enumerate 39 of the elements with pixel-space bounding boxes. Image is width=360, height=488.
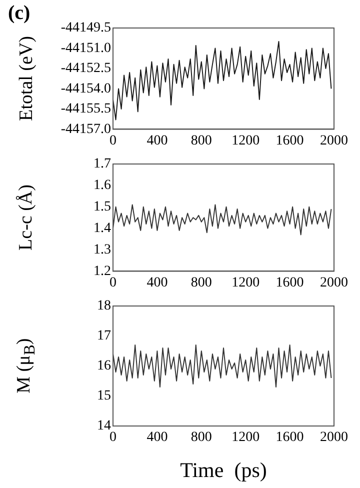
y-axis-title: Etotal (eV) [15, 36, 36, 122]
x-tick-label: 1200 [232, 430, 260, 446]
y-tick-label: 15 [97, 388, 111, 404]
y-tick-label: -44157.0 [60, 122, 111, 137]
y-tick-label: -44155.5 [60, 102, 111, 117]
x-tick-label: 800 [190, 133, 212, 148]
x-tick-label: 1200 [232, 133, 260, 148]
chart-title: (c) [8, 2, 30, 24]
x-tick-label: 2000 [320, 133, 348, 148]
x-tick-label: 800 [190, 275, 212, 290]
x-tick-label: 2000 [320, 430, 348, 446]
y-tick-label: 1.6 [94, 178, 111, 194]
x-tick-label: 1200 [232, 275, 260, 290]
x-axis-title: Time (ps) [180, 458, 267, 482]
x-tick-label: 0 [110, 133, 116, 148]
x-tick-label: 400 [146, 430, 168, 446]
y-tick-label: 1.2 [94, 264, 111, 279]
x-tick-label: 1600 [276, 430, 304, 446]
y-tick-label: -44151.0 [60, 40, 111, 56]
x-tick-label: 1600 [276, 275, 304, 290]
x-tick-label: 1600 [276, 133, 304, 148]
y-tick-label: 17 [97, 328, 111, 344]
x-tick-label: 0 [110, 275, 116, 290]
y-tick-label: 1.5 [94, 200, 111, 215]
y-tick-label: 18 [97, 298, 111, 314]
y-tick-label: 1.4 [94, 220, 111, 236]
x-tick-label: 2000 [320, 275, 348, 290]
y-tick-label: 1.7 [94, 156, 111, 172]
y-tick-label: 1.3 [94, 242, 111, 258]
y-tick-label: 14 [97, 418, 111, 434]
x-tick-label: 400 [146, 133, 168, 148]
x-tick-label: 400 [146, 275, 168, 290]
y-axis-title: Lc-c (Å) [15, 184, 36, 251]
x-tick-label: 800 [190, 430, 212, 446]
x-tick-label: 0 [110, 430, 116, 446]
y-tick-label: -44149.5 [60, 20, 111, 36]
y-tick-label: -44152.5 [60, 61, 111, 76]
y-tick-label: -44154.0 [60, 81, 111, 96]
y-tick-label: 16 [97, 358, 111, 374]
